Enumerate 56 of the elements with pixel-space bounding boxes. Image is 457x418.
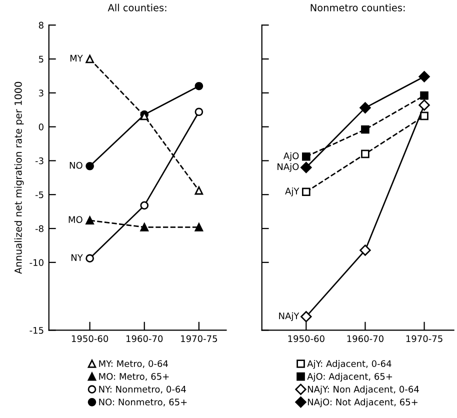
annotation: MO bbox=[68, 216, 82, 223]
x-tick-label: 1950-60 bbox=[72, 335, 108, 342]
point bbox=[300, 162, 312, 174]
point bbox=[194, 108, 204, 116]
y-tick-label: 5 bbox=[38, 56, 44, 63]
y-tick-label: 8 bbox=[38, 22, 44, 29]
point bbox=[86, 254, 94, 263]
point bbox=[86, 216, 94, 225]
x-tick-label: 1960-70 bbox=[126, 335, 163, 342]
point bbox=[360, 102, 371, 114]
annotation: NO bbox=[70, 162, 82, 169]
x-tick-label: 1970-75 bbox=[181, 335, 218, 342]
x-tick-label: 1970-75 bbox=[406, 335, 442, 342]
legend-label: AjO: Adjacent, 65+ bbox=[307, 372, 392, 382]
point bbox=[140, 201, 149, 210]
annotation: NAjY bbox=[279, 312, 300, 322]
y-axis-title: Annualized net migration rate per 1000 bbox=[14, 82, 24, 274]
annotation: AjO bbox=[283, 152, 299, 161]
annotation: NAjO bbox=[278, 163, 299, 172]
legend-label: AjY: Adjacent, 0-64 bbox=[307, 360, 392, 369]
point bbox=[361, 125, 370, 134]
y-tick-label: 3 bbox=[38, 90, 44, 96]
point bbox=[140, 222, 149, 232]
x-tick-label: 1960-70 bbox=[347, 335, 384, 342]
y-tick-label: -5 bbox=[35, 191, 44, 198]
y-tick-label: -8 bbox=[35, 225, 44, 232]
annotation: MY bbox=[70, 54, 83, 62]
point bbox=[420, 91, 428, 100]
point bbox=[300, 311, 312, 322]
point bbox=[194, 82, 204, 90]
legend-label: MY: Metro, 0-64 bbox=[99, 360, 168, 368]
point bbox=[360, 244, 371, 256]
legend-label: NY: Nonmetro, 0-64 bbox=[99, 386, 186, 394]
y-tick-label: -15 bbox=[30, 327, 44, 334]
chart-title: All counties: bbox=[108, 4, 166, 12]
point bbox=[86, 162, 94, 170]
point bbox=[194, 222, 204, 232]
legend-label: MO: Metro, 65+ bbox=[99, 373, 169, 381]
point bbox=[86, 54, 94, 64]
point bbox=[194, 186, 204, 195]
y-tick-label: -10 bbox=[30, 259, 44, 266]
point bbox=[302, 188, 310, 196]
legend-label: NAjY: Non Adjacent, 0-64 bbox=[308, 386, 419, 394]
point bbox=[418, 71, 430, 82]
annotation: NY bbox=[71, 254, 83, 261]
annotation: AjY bbox=[285, 188, 300, 196]
chart-title: Nonmetro counties: bbox=[310, 4, 405, 12]
point bbox=[361, 150, 370, 158]
legend-label: NO: Nonmetro, 65+ bbox=[99, 398, 187, 406]
legend-label: NAjO: Not Adjacent, 65+ bbox=[308, 398, 418, 408]
y-tick-label: 0 bbox=[38, 124, 44, 130]
point bbox=[420, 112, 428, 120]
point bbox=[418, 99, 430, 111]
x-tick-label: 1950-60 bbox=[288, 335, 324, 342]
point bbox=[302, 152, 310, 161]
y-tick-label: -3 bbox=[35, 157, 44, 164]
